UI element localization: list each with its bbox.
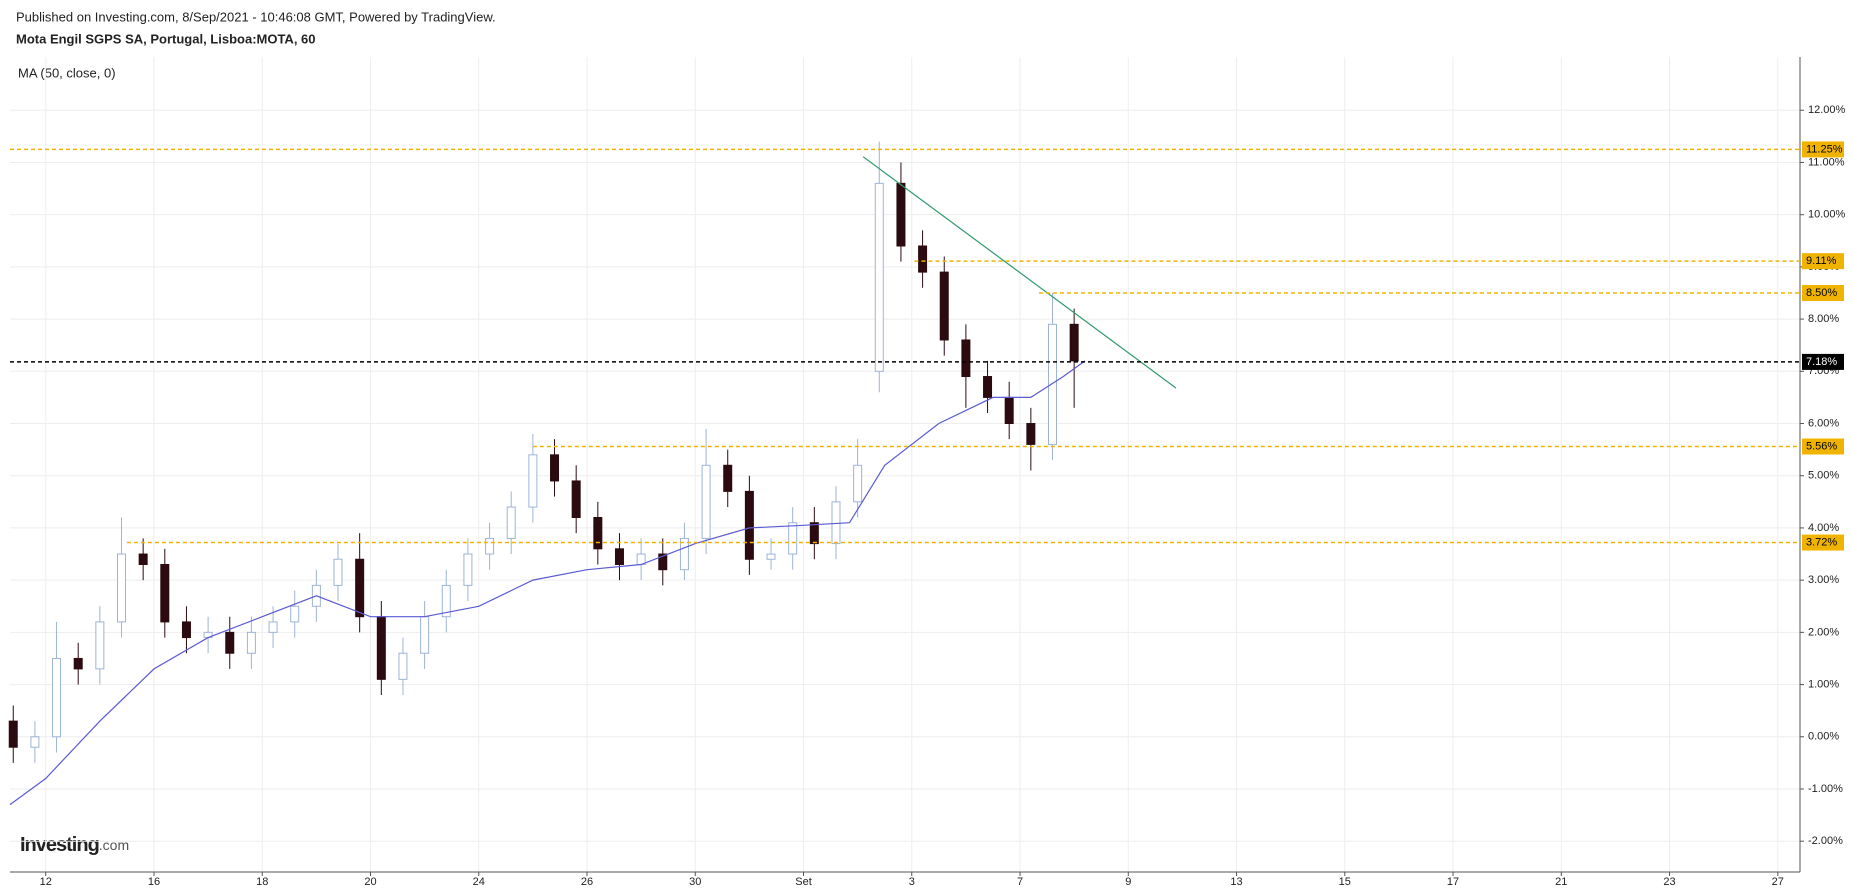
x-tick-label: 9: [1125, 876, 1131, 888]
logo: Investing.com: [20, 834, 129, 856]
candle-body: [52, 657, 62, 738]
trend-line: [862, 156, 1177, 389]
candle-body: [420, 616, 430, 654]
candle-body: [441, 584, 451, 618]
x-tick-label: 15: [1339, 876, 1351, 888]
candle-body: [1069, 323, 1079, 362]
candle-body: [1047, 323, 1057, 445]
y-tick-label: 4.00%: [1808, 522, 1839, 534]
y-tick-label: 1.00%: [1808, 678, 1839, 690]
y-tick-label: 12.00%: [1808, 104, 1846, 116]
level-label: 9.11%: [1806, 255, 1837, 267]
chart-title: Mota Engil SGPS SA, Portugal, Lisboa:MOT…: [16, 31, 316, 46]
x-tick-label: 17: [1447, 876, 1459, 888]
candle-body: [333, 558, 343, 586]
candle-body: [614, 548, 624, 565]
logo-main: Investing: [20, 834, 99, 856]
x-tick-label: 21: [1555, 876, 1567, 888]
x-tick-label: 30: [689, 876, 701, 888]
candle-body: [701, 464, 711, 539]
candle-body: [766, 553, 776, 560]
candle-body: [593, 516, 603, 550]
candle-body: [160, 563, 170, 623]
candle-body: [506, 506, 516, 539]
candle-body: [961, 339, 971, 378]
candle-body: [181, 621, 191, 639]
y-tick-label: 2.00%: [1808, 626, 1839, 638]
moving-average: [9, 360, 1086, 806]
candle-body: [744, 490, 754, 560]
candle-body: [528, 454, 538, 508]
y-tick-label: 0.00%: [1808, 731, 1839, 743]
candle-body: [73, 657, 83, 670]
x-tick-label: 20: [364, 876, 376, 888]
y-tick-label: -1.00%: [1808, 783, 1843, 795]
y-tick-label: 8.00%: [1808, 313, 1839, 325]
candle-body: [138, 553, 148, 565]
published: Published on Investing.com, 8/Sep/2021 -…: [16, 9, 496, 24]
x-tick-label: 24: [473, 876, 485, 888]
level-label: 5.56%: [1806, 440, 1837, 452]
candle-body: [463, 553, 473, 586]
candle-body: [723, 464, 733, 492]
y-tick-label: 5.00%: [1808, 470, 1839, 482]
y-tick-label: 11.00%: [1808, 156, 1845, 168]
candle-body: [355, 558, 365, 618]
candle-body: [290, 605, 300, 623]
candle-body: [983, 376, 993, 398]
candle-body: [1026, 423, 1036, 445]
y-tick-label: 3.00%: [1808, 574, 1839, 586]
candle-body: [550, 454, 560, 482]
logo-suffix: .com: [99, 837, 129, 853]
candle-body: [896, 182, 906, 247]
level-badge: [1802, 284, 1844, 301]
level-badge: [1802, 253, 1844, 270]
x-tick-label: 26: [581, 876, 593, 888]
level-label: 3.72%: [1806, 536, 1837, 548]
candle-body: [939, 271, 949, 341]
candle-body: [485, 537, 495, 555]
level-badge: [1802, 141, 1844, 158]
y-tick-label: 10.00%: [1808, 209, 1846, 221]
candle-body: [918, 245, 928, 273]
x-tick-label: 7: [1017, 876, 1023, 888]
x-tick-label: 3: [909, 876, 915, 888]
candle-body: [571, 480, 581, 518]
candle-body: [95, 621, 105, 670]
level-label: 7.18%: [1806, 356, 1837, 368]
candle-body: [8, 720, 18, 748]
level-badge: [1802, 534, 1844, 551]
level-badge: [1802, 438, 1844, 455]
x-tick-label: 12: [40, 876, 52, 888]
candle-body: [225, 631, 235, 654]
x-tick-label: 23: [1663, 876, 1675, 888]
x-tick-label: 27: [1772, 876, 1784, 888]
x-tick-label: Set: [795, 876, 812, 888]
candle-body: [1004, 396, 1014, 425]
x-tick-label: 18: [256, 876, 268, 888]
candle-body: [679, 537, 689, 571]
y-tick-label: 6.00%: [1808, 417, 1839, 429]
candle-body: [117, 553, 127, 623]
candle-body: [658, 553, 668, 571]
candle-body: [788, 522, 798, 555]
level-label: 11.25%: [1806, 143, 1843, 155]
y-tick-label: -2.00%: [1808, 835, 1843, 847]
candle-body: [268, 621, 278, 633]
candle-body: [809, 522, 819, 545]
candle-body: [376, 616, 386, 680]
x-tick-label: 13: [1230, 876, 1242, 888]
candle-body: [246, 631, 256, 654]
level-label: 8.50%: [1806, 287, 1837, 299]
level-badge: [1802, 353, 1844, 370]
x-tick-label: 16: [148, 876, 160, 888]
candle-body: [398, 652, 408, 680]
candle-body: [874, 182, 884, 372]
indicator-label: MA (50, close, 0): [18, 65, 116, 80]
candle-body: [30, 736, 40, 748]
candle-body: [853, 464, 863, 503]
